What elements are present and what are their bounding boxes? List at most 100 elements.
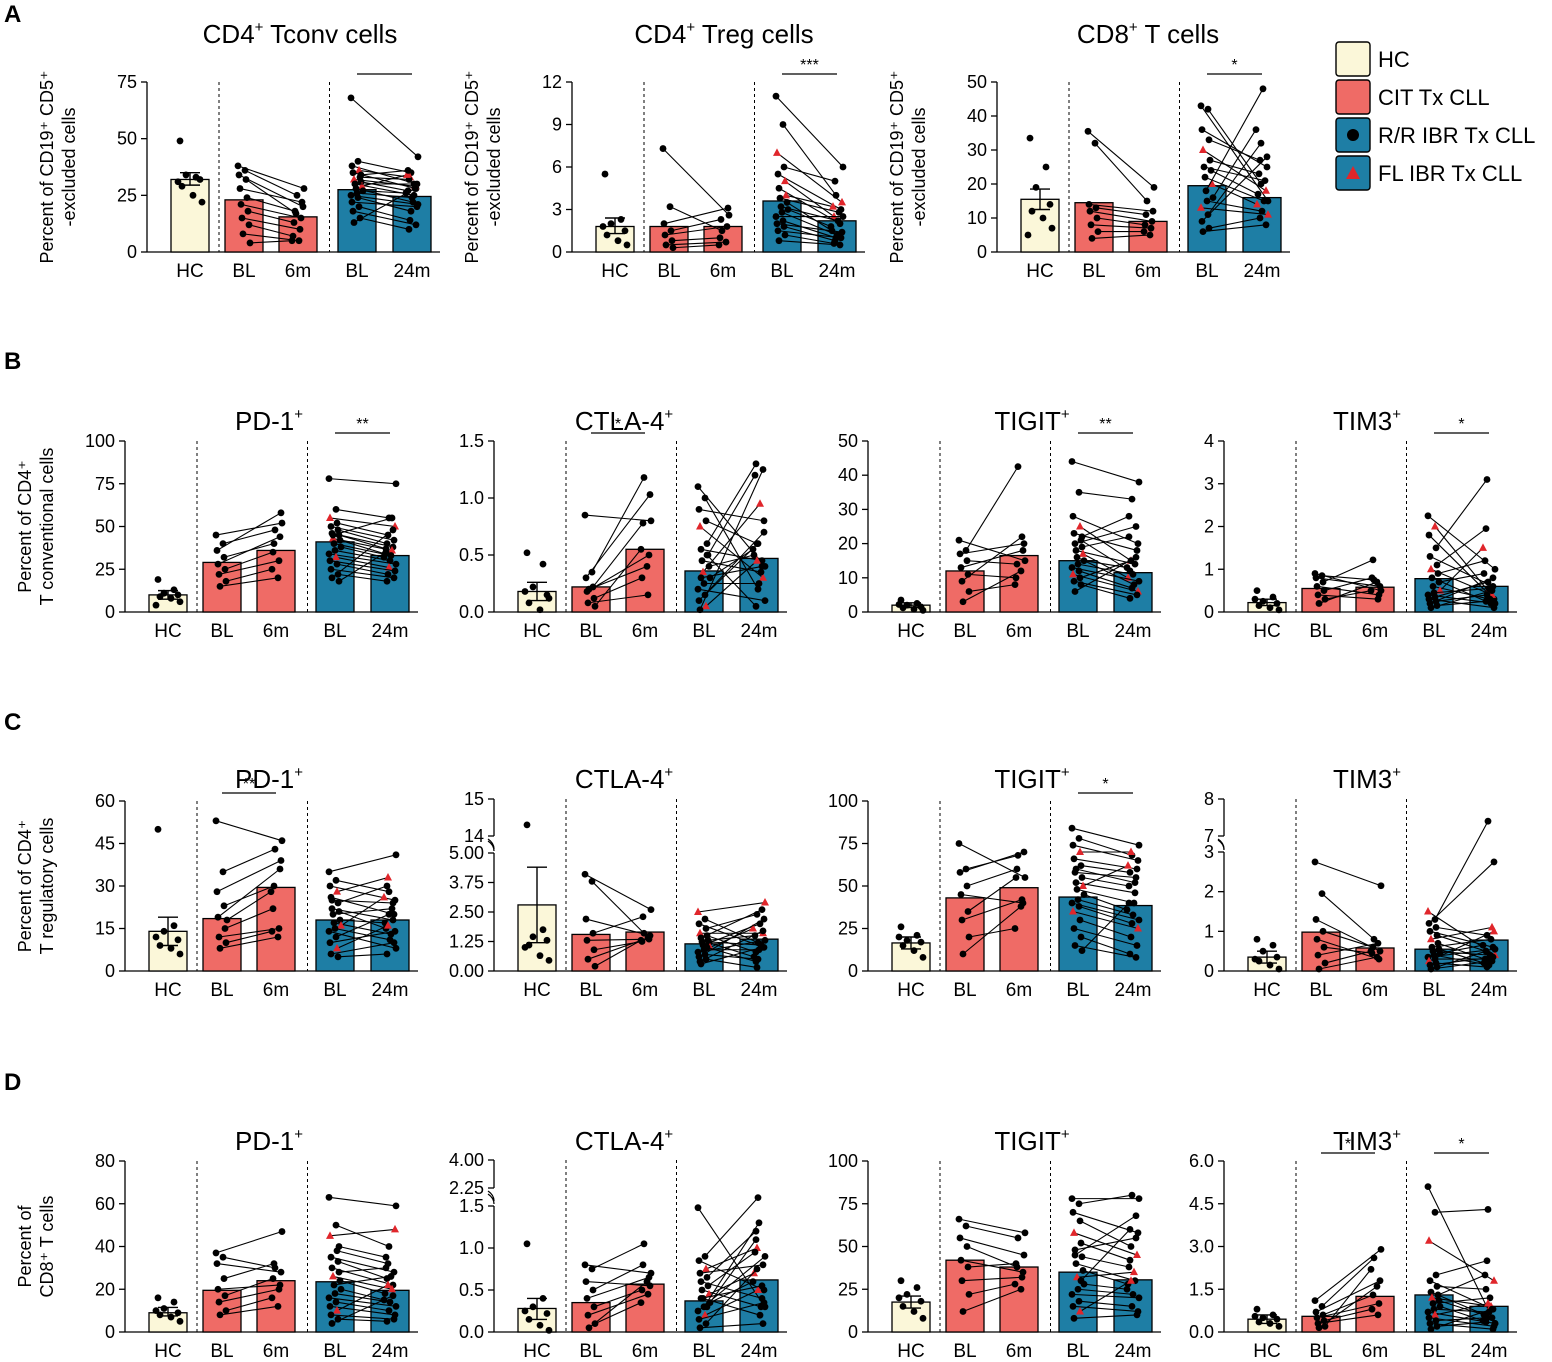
- ibr-point: [1255, 170, 1263, 178]
- cit-point: [583, 1295, 591, 1302]
- significance-label: *: [615, 416, 621, 433]
- cit-point: [215, 1298, 223, 1306]
- ibr-point: [414, 153, 422, 161]
- ibr-fl-point: [385, 563, 393, 571]
- legend-label-hc: HC: [1378, 47, 1410, 72]
- cit-pair-line: [226, 891, 272, 921]
- ibr-point: [1483, 963, 1491, 971]
- cit-pair-line: [218, 560, 280, 575]
- legend-item-rr-ibr: R/R IBR Tx CLL: [1335, 117, 1535, 153]
- ibr-pair-line: [1071, 460, 1140, 483]
- y-tick-label: 75: [838, 834, 858, 854]
- cit-point: [1018, 896, 1026, 903]
- ibr-pair-line: [704, 497, 759, 590]
- ibr-fl-point: [759, 573, 767, 581]
- hc-point: [152, 933, 160, 941]
- cit-point: [1313, 1314, 1321, 1322]
- x-tick-label: BL: [1422, 621, 1445, 642]
- cit-point: [1311, 1297, 1319, 1305]
- hc-point: [1253, 1305, 1261, 1313]
- ibr-point: [1135, 916, 1143, 924]
- hc-point: [903, 1290, 911, 1298]
- ibr-pair-line: [1427, 1186, 1496, 1324]
- y-tick-label: 1.5: [459, 1196, 484, 1216]
- ibr-point: [1433, 1283, 1441, 1290]
- axis-break-mark: [487, 1190, 495, 1205]
- cit-pair-line: [219, 1305, 279, 1316]
- ibr-point: [1479, 941, 1487, 949]
- x-tick-label: BL: [210, 980, 233, 1001]
- cit-point: [584, 1311, 592, 1319]
- cit-pair-line: [219, 577, 279, 587]
- hc-point: [174, 936, 182, 944]
- ibr-pair-line: [1430, 926, 1493, 940]
- ibr-pair-line: [1435, 479, 1488, 549]
- ibr-point: [1069, 1208, 1077, 1216]
- legend-item-hc: HC: [1335, 41, 1410, 77]
- chart-title-sup: +: [1129, 19, 1138, 36]
- ibr-point: [1074, 560, 1082, 568]
- hc-point: [536, 1321, 544, 1329]
- ibr-pair-line: [1072, 910, 1139, 930]
- ibr-point: [1256, 214, 1264, 222]
- chart-title: PD-1+: [235, 406, 303, 436]
- cit-pair-line: [1317, 594, 1379, 600]
- ibr-pair-line: [1080, 865, 1131, 873]
- cit-point: [271, 526, 279, 534]
- ibr-pair-line: [337, 1318, 388, 1322]
- ibr-point: [337, 1285, 345, 1293]
- ibr-point: [1202, 187, 1210, 195]
- cit-point: [213, 547, 221, 554]
- y-axis-label: CD8⁺ T cells: [37, 1196, 57, 1298]
- cit-point: [269, 905, 277, 913]
- x-tick-label: 6m: [1006, 621, 1032, 642]
- y-tick-label: 100: [85, 431, 115, 451]
- cit-pair-line: [967, 573, 1017, 579]
- y-tick-label-upper: 15: [464, 789, 484, 809]
- axis-break-mark: [1217, 838, 1225, 851]
- x-tick-label: BL: [1195, 261, 1218, 282]
- cit-point: [290, 219, 298, 226]
- hc-point: [178, 182, 186, 190]
- ibr-point: [1135, 478, 1143, 486]
- chart-title-sup: +: [1392, 764, 1401, 781]
- bar-6m: [999, 887, 1039, 972]
- cit-pair-line: [592, 1264, 644, 1291]
- hc-point: [1253, 935, 1261, 943]
- ibr-point: [1427, 965, 1435, 973]
- cit-point: [667, 227, 675, 235]
- ibr-pair-line: [328, 930, 397, 949]
- x-tick-label: 6m: [263, 621, 289, 642]
- x-tick-label: 6m: [1362, 1341, 1388, 1362]
- ibr-point: [772, 92, 780, 100]
- ibr-fl-point: [838, 197, 846, 206]
- cit-pair-line: [223, 885, 275, 907]
- chart-c1: PD-1+ Percent of CD4⁺ T regulatory cells 0 1…: [15, 764, 418, 1001]
- ibr-point: [839, 213, 847, 220]
- ibr-pair-line: [1429, 1322, 1494, 1330]
- ibr-point: [703, 944, 711, 951]
- ibr-point: [388, 905, 396, 913]
- cit-pair-line: [216, 512, 282, 551]
- cit-point: [1017, 1285, 1025, 1293]
- ibr-point: [1077, 1277, 1085, 1285]
- ibr-pair-line: [1429, 956, 1494, 966]
- cit-pair-line: [594, 1302, 642, 1325]
- cit-point: [1369, 556, 1377, 564]
- hc-point: [1024, 231, 1032, 239]
- ibr-point: [336, 536, 344, 544]
- x-tick-label: 24m: [372, 1341, 409, 1362]
- ibr-point: [1078, 947, 1086, 954]
- ibr-pair-line: [337, 573, 388, 582]
- ibr-point: [1434, 570, 1442, 577]
- x-tick-label: HC: [154, 621, 181, 642]
- chart-title: CTLA-4+: [575, 764, 674, 794]
- ibr-point: [1482, 947, 1490, 955]
- cit-pair-line: [591, 477, 645, 573]
- chart-title-main: CD4: [203, 19, 255, 49]
- ibr-pair-line: [1074, 1215, 1137, 1256]
- cit-point: [1094, 228, 1102, 236]
- cit-point: [639, 519, 647, 527]
- cit-point: [270, 882, 278, 890]
- ibr-point: [389, 899, 397, 907]
